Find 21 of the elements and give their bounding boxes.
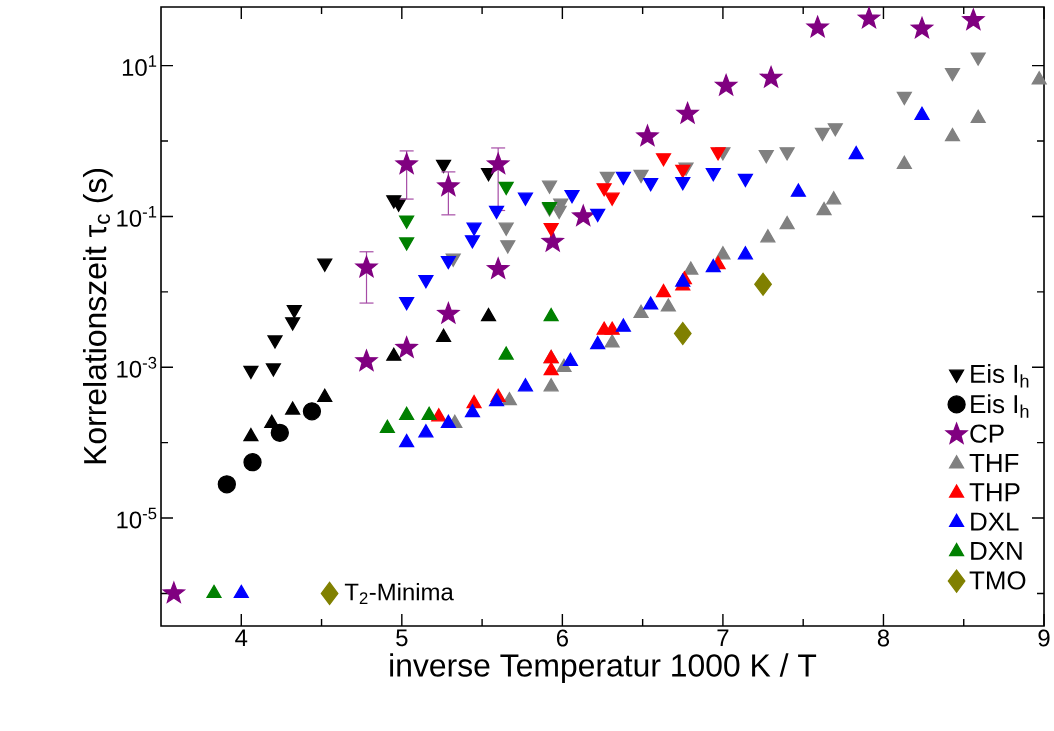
y-axis-title: Korrelationszeit τ$_{c}$ (s) bbox=[82, 169, 113, 464]
x-tick-label: 7 bbox=[717, 629, 729, 646]
y-tick-label: 10$^{-3}$ bbox=[117, 356, 157, 378]
legend-label: Eis I$_{h}$ bbox=[971, 394, 1029, 418]
legend-label: THP bbox=[969, 483, 1020, 502]
legend-label: DXN bbox=[971, 541, 1022, 560]
legend-label: TMO bbox=[969, 571, 1026, 590]
legend-label: DXL bbox=[971, 512, 1019, 531]
x-tick-label: 9 bbox=[1038, 629, 1050, 647]
y-tick-label: 10$^{-5}$ bbox=[117, 507, 157, 529]
x-tick-label: 5 bbox=[396, 629, 408, 647]
x-tick-label: 8 bbox=[877, 629, 890, 647]
legend-label: THF bbox=[969, 454, 1019, 472]
legend-label: Eis I$_{h}$ bbox=[971, 364, 1029, 388]
x-tick-label: 6 bbox=[556, 629, 568, 647]
annotation: T$_{2}$-Minima bbox=[344, 582, 454, 604]
y-tick-label: 10$^{1}$ bbox=[122, 55, 157, 77]
x-axis-title: inverse Temperatur 1000 K / T bbox=[390, 653, 817, 683]
legend-label: CP bbox=[970, 424, 1004, 443]
y-tick-label: 10$^{-1}$ bbox=[117, 206, 157, 227]
x-tick-label: 4 bbox=[235, 629, 248, 646]
